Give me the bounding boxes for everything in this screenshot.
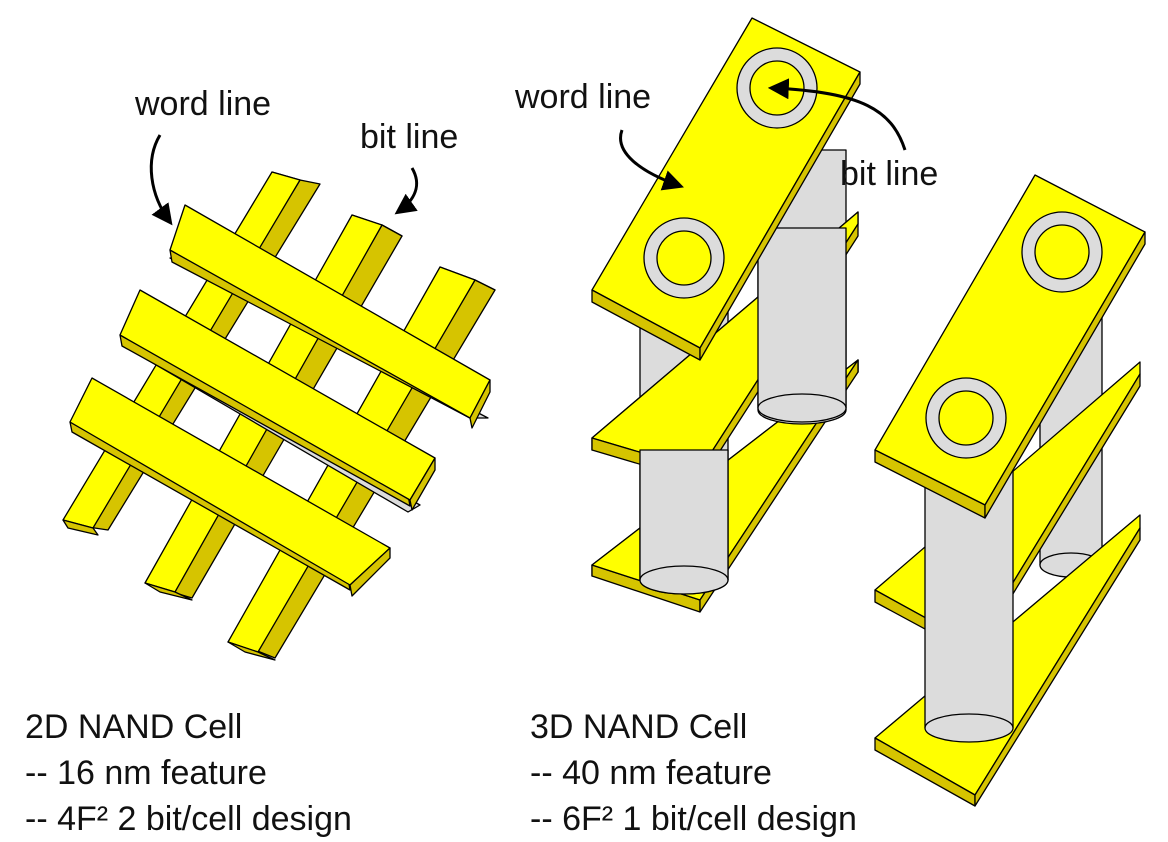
caption-2d-title: 2D NAND Cell [25, 708, 243, 746]
word-line-strip-2 [119, 289, 436, 513]
nand-2d-structure [62, 171, 496, 661]
caption-2d: 2D NAND Cell -- 16 nm feature -- 4F² 2 b… [25, 704, 352, 842]
bit-line-arrow-2d [394, 167, 418, 215]
word-line-strip-3 [69, 377, 391, 597]
caption-2d-design: -- 4F² 2 bit/cell design [25, 800, 352, 838]
word-line-strip-1 [169, 204, 491, 429]
word-line-arrow-2d [149, 134, 173, 226]
bit-line-label-2d: bit line [360, 118, 458, 156]
word-line-label-2d: word line [134, 85, 271, 123]
nand-3d-stack-left [591, 17, 861, 613]
plate-top-right [874, 174, 1146, 519]
bit-line-label-3d: bit line [840, 155, 938, 193]
bit-line-arrow-3d [767, 78, 907, 151]
word-line-label-3d: word line [514, 78, 651, 116]
caption-3d-design: -- 6F² 1 bit/cell design [530, 800, 857, 838]
word-line-arrow-3d [619, 129, 684, 191]
pillar-top-front-left [643, 217, 725, 299]
nand-3d-stack-right [874, 174, 1146, 807]
caption-2d-feature: -- 16 nm feature [25, 754, 267, 792]
pillar-top-front-right [925, 377, 1007, 459]
caption-3d-title: 3D NAND Cell [530, 708, 748, 746]
caption-3d-feature: -- 40 nm feature [530, 754, 772, 792]
pillar-top-back-right [1021, 211, 1103, 293]
caption-3d: 3D NAND Cell -- 40 nm feature -- 6F² 1 b… [530, 704, 857, 842]
